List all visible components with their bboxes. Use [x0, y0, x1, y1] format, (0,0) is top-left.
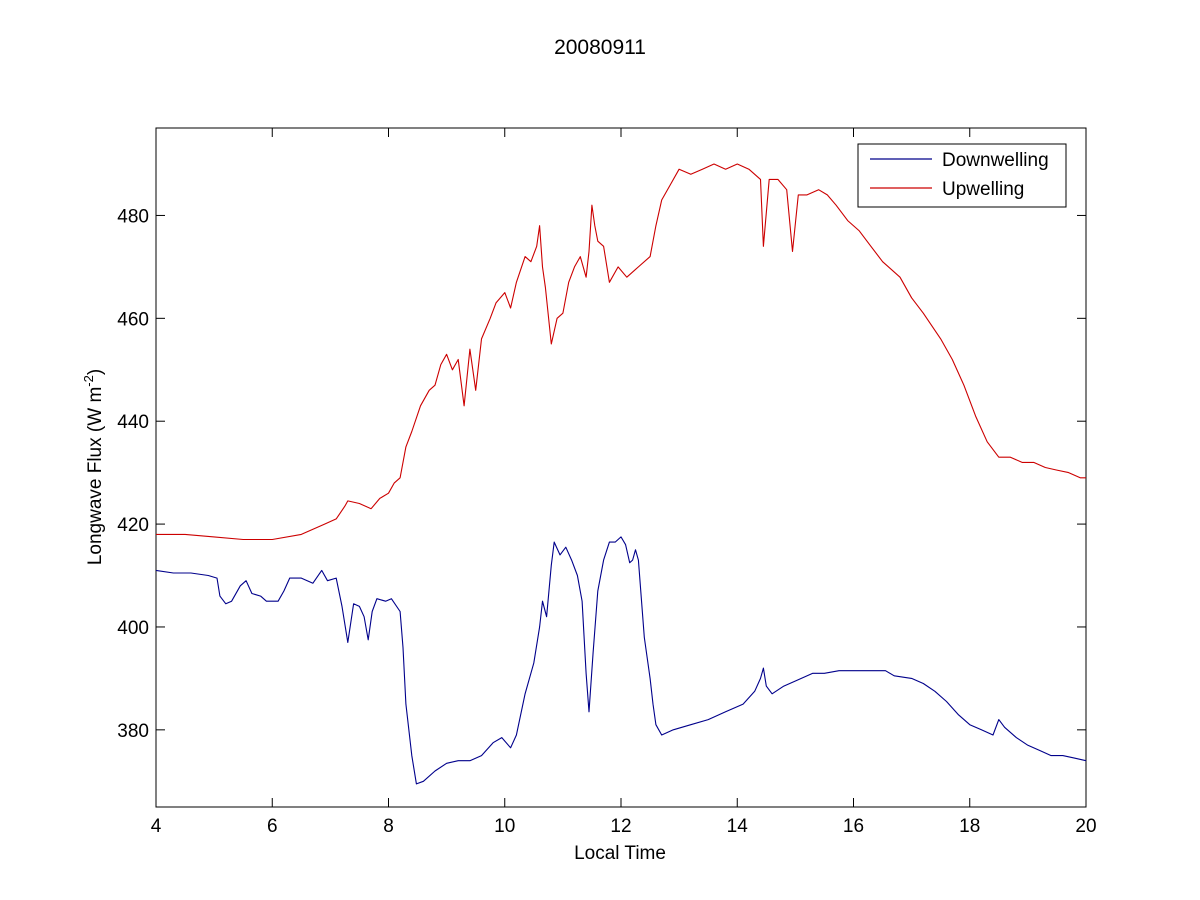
legend: Downwelling Upwelling [857, 143, 1067, 208]
x-tick-label: 18 [959, 816, 980, 837]
series-lines [155, 163, 1087, 785]
x-tick-label: 6 [267, 816, 278, 837]
x-tick-label: 20 [1075, 816, 1096, 837]
x-tick-label: 10 [494, 816, 515, 837]
y-axis-label-main: Longwave Flux (W m [85, 387, 106, 565]
y-tick-label: 420 [117, 515, 149, 536]
x-tick-label: 14 [727, 816, 749, 837]
y-tick-label: 440 [117, 412, 149, 433]
tick-labels: 4 6 8 10 12 14 16 18 20 380 400 420 440 460 480 [117, 206, 1096, 837]
x-tick-label: 8 [383, 816, 394, 837]
y-axis-label: Longwave Flux (W m-2) [81, 369, 106, 565]
y-axis-label-close: ) [85, 369, 106, 375]
legend-label-upwelling: Upwelling [942, 179, 1024, 200]
series-line-downwelling [155, 536, 1087, 785]
axis-ticks [155, 128, 1087, 807]
y-tick-label: 400 [117, 618, 149, 639]
chart-title: 20080911 [554, 36, 646, 59]
x-tick-label: 12 [610, 816, 631, 837]
y-tick-label: 480 [117, 206, 149, 227]
series-line-upwelling [156, 163, 1086, 541]
y-tick-label: 460 [117, 309, 149, 330]
x-tick-label: 16 [843, 816, 864, 837]
y-axis-label-superscript: -2 [81, 375, 96, 387]
plot-area [155, 127, 1087, 808]
legend-box [857, 143, 1067, 208]
x-tick-label: 4 [151, 816, 162, 837]
legend-label-downwelling: Downwelling [942, 150, 1049, 171]
y-tick-label: 380 [117, 721, 149, 742]
x-axis-label: Local Time [574, 843, 666, 864]
